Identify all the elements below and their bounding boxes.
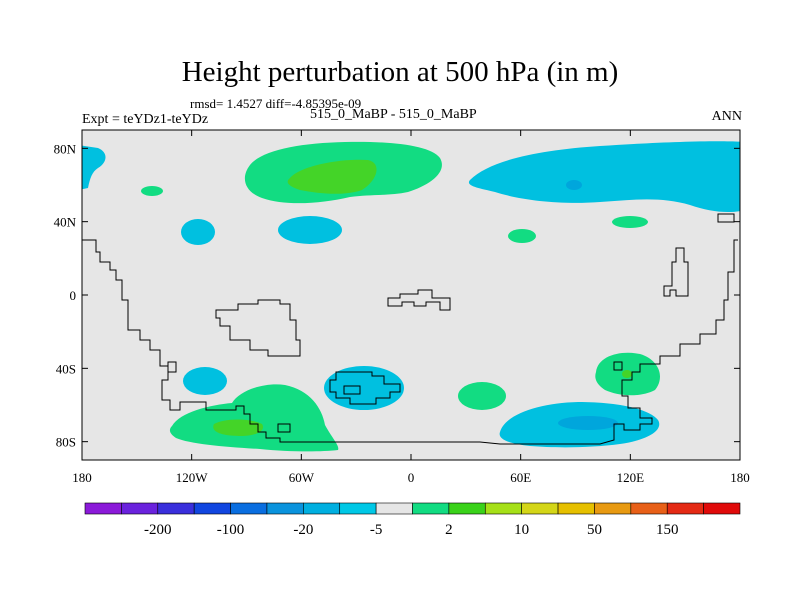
contour-region-cyan	[278, 216, 342, 244]
colorbar-swatch	[448, 502, 486, 515]
lon-tick-label: 60W	[289, 470, 315, 485]
lon-tick-label: 180	[730, 470, 750, 485]
lon-tick-label: 120E	[617, 470, 645, 485]
colorbar-swatch	[630, 502, 668, 515]
lat-tick-label: 40N	[54, 215, 77, 230]
colorbar-label: 2	[445, 522, 453, 538]
colorbar-swatch	[666, 502, 704, 515]
lon-tick-label: 120W	[176, 470, 209, 485]
colorbar-swatch	[594, 502, 632, 515]
contour-region-blue	[566, 180, 582, 190]
longitude-axis: 180 120W 60W 0 60E 120E 180	[72, 130, 750, 485]
coastline-south-america	[82, 239, 320, 443]
coastline-africa	[329, 371, 401, 405]
colorbar-label: 50	[587, 522, 602, 538]
coastline-asia	[387, 289, 451, 311]
colorbar-label: 150	[656, 522, 679, 538]
contour-region-green	[458, 382, 506, 410]
coastline-island	[167, 361, 177, 373]
lon-tick-label: 0	[408, 470, 415, 485]
contour-region-blue	[558, 416, 618, 430]
coastline-island	[277, 423, 291, 433]
latitude-axis: 80N 40N 0 40S 80S	[54, 141, 740, 450]
contour-region-yellowgreen	[287, 159, 377, 194]
colorbar-swatch	[193, 502, 231, 515]
colorbar-swatch	[412, 502, 450, 515]
plot-title: Height perturbation at 500 hPa (in m)	[181, 56, 619, 88]
lon-tick-label: 180	[72, 470, 92, 485]
contour-region-green	[141, 186, 163, 196]
contour-region-yellowgreen	[622, 370, 632, 378]
colorbar-swatch	[375, 502, 413, 515]
experiment-label: Expt = teYDz1-teYDz	[82, 112, 209, 127]
contour-region-cyan	[183, 367, 227, 395]
coastline-south-atlantic	[215, 299, 301, 357]
colorbar-label: 10	[514, 522, 529, 538]
colorbar-label: -20	[293, 522, 313, 538]
colorbar-swatch	[121, 502, 159, 515]
colorbar-label: -200	[144, 522, 172, 538]
lat-tick-label: 80S	[56, 435, 76, 450]
stats-text: rmsd= 1.4527 diff=-4.85395e-09	[190, 96, 362, 111]
contour-region-cyan	[82, 145, 106, 190]
coastline-island	[343, 385, 361, 395]
colorbar-label: -100	[217, 522, 245, 538]
colorbar-swatch	[557, 502, 595, 515]
colorbar-swatch	[157, 502, 195, 515]
coastline-layer	[82, 213, 738, 445]
colorbar-swatch	[84, 502, 122, 515]
colorbar-swatch	[484, 502, 522, 515]
colorbar-label: -5	[370, 522, 383, 538]
colorbar: -200 -100 -20 -5 2 10 50 150	[84, 502, 741, 538]
contour-region-green	[508, 229, 536, 243]
lat-tick-label: 80N	[54, 141, 77, 156]
contour-region-green	[612, 216, 648, 228]
lon-tick-label: 60E	[510, 470, 531, 485]
lat-tick-label: 40S	[56, 361, 76, 376]
lat-tick-label: 0	[70, 288, 77, 303]
colorbar-swatch	[303, 502, 341, 515]
contour-region-cyan	[468, 141, 740, 213]
coastline-australia	[663, 247, 689, 297]
case-label: 515_0_MaBP - 515_0_MaBP	[310, 107, 477, 122]
colorbar-swatch	[266, 502, 304, 515]
contour-region-green	[169, 384, 339, 452]
contour-region-yellowgreen	[213, 419, 264, 436]
colorbar-swatch	[339, 502, 377, 515]
contour-fill-layer	[82, 141, 740, 452]
contour-region-cyan	[181, 219, 215, 245]
colorbar-swatch	[230, 502, 268, 515]
colorbar-swatch	[703, 502, 741, 515]
colorbar-swatch	[521, 502, 559, 515]
coastline-island	[613, 361, 623, 371]
coastline-antarctica-north	[320, 239, 738, 445]
season-label: ANN	[711, 109, 742, 124]
